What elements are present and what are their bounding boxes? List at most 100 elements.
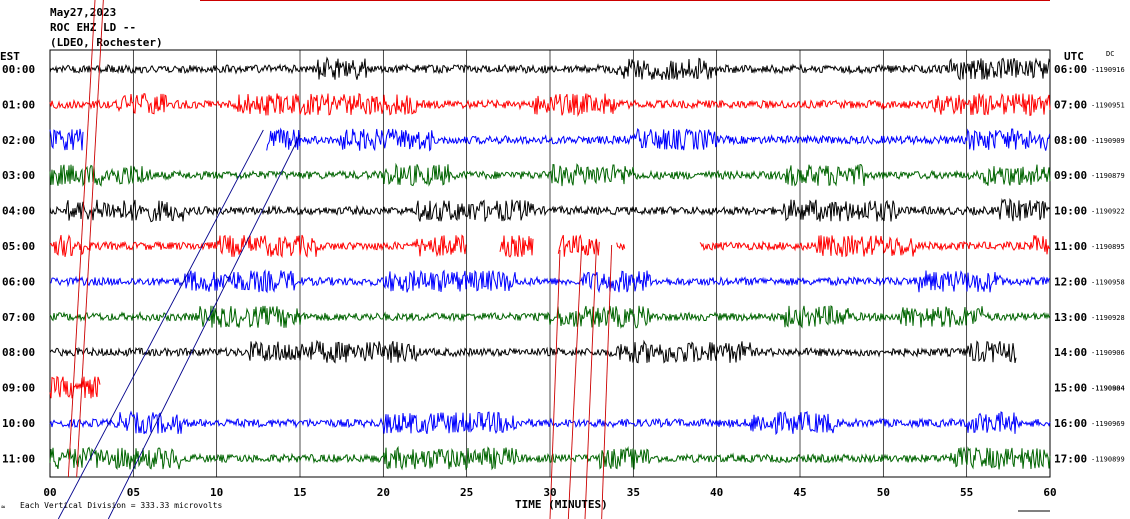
- trace-row: [49, 162, 1051, 187]
- x-tick-label: 15: [293, 486, 306, 499]
- trace-segment: [49, 197, 1051, 223]
- utc-hour-label: 14:00: [1054, 346, 1087, 359]
- x-tick-labels: 00 05 10 15 20 25 30 35 40 45 50 55 60: [43, 486, 1056, 499]
- x-tick-label: 30: [543, 486, 556, 499]
- event-mark-line: [549, 249, 561, 519]
- x-tick-label: 45: [793, 486, 806, 499]
- date-label: May27,2023: [50, 6, 116, 19]
- utc-hour-label: 06:00: [1054, 63, 1087, 76]
- trace-segment: [49, 305, 1051, 329]
- utc-hour-label: 10:00: [1054, 205, 1087, 218]
- dc-offset-label: -1190904: [1091, 385, 1125, 393]
- utc-hour-label: 15:00: [1054, 382, 1087, 395]
- trace-segment: [49, 339, 1017, 364]
- dc-offset-label: -1190906: [1091, 349, 1125, 357]
- dc-offset-label: -1190909: [1091, 137, 1125, 145]
- trace-segment: [616, 242, 626, 251]
- utc-hour-label: 08:00: [1054, 134, 1087, 147]
- est-hour-label: 05:00: [2, 240, 35, 253]
- x-tick-label: 00: [43, 486, 56, 499]
- dc-offset-label: -1190928: [1091, 314, 1125, 322]
- x-tick-label: 50: [877, 486, 890, 499]
- grid-lines: [132, 50, 968, 477]
- trace-segment: [49, 128, 84, 151]
- utc-hour-label: 17:00: [1054, 452, 1087, 465]
- network-label: (LDEO, Rochester): [50, 36, 163, 49]
- small-glyph: ≈: [1, 503, 5, 511]
- trace-segment: [557, 234, 600, 257]
- trace-segment: [699, 235, 1051, 258]
- est-hour-label: 07:00: [2, 311, 35, 324]
- trace-rows: [49, 56, 1051, 471]
- x-tick-label: 25: [460, 486, 473, 499]
- utc-hour-label: 09:00: [1054, 169, 1087, 182]
- trace-row: [49, 127, 1051, 152]
- row-labels: 00:00 06:00 -1190916 01:00 07:00 -1190951 02:0…: [2, 63, 1125, 465]
- trace-segment: [49, 445, 1051, 471]
- trace-row: [49, 197, 1051, 223]
- trace-row: [49, 305, 1051, 329]
- trace-segment: [49, 269, 1051, 294]
- left-zone-label: EST: [0, 50, 20, 63]
- est-hour-label: 00:00: [2, 63, 35, 76]
- trace-row: [49, 269, 1051, 294]
- event-mark-line: [584, 239, 598, 519]
- est-hour-label: 10:00: [2, 417, 35, 430]
- x-tick-label: 05: [127, 486, 140, 499]
- event-mark-line: [601, 244, 613, 519]
- scale-note: Each Vertical Division = 333.33 microvol…: [20, 501, 222, 510]
- est-hour-label: 11:00: [2, 452, 35, 465]
- dc-offset-label: -1190899: [1091, 455, 1125, 463]
- trace-row: [49, 234, 1051, 259]
- trace-segment: [49, 162, 1051, 187]
- slant-mark-line: [107, 134, 301, 519]
- dc-offset-label: -1190884: [1091, 385, 1125, 393]
- dc-label: DC: [1106, 50, 1114, 58]
- trace-segment: [49, 234, 467, 259]
- trace-segment: [49, 92, 1051, 117]
- dc-offset-label: -1190958: [1091, 278, 1125, 286]
- trace-segment: [49, 375, 101, 399]
- utc-hour-label: 11:00: [1054, 240, 1087, 253]
- event-mark-line: [76, 0, 104, 478]
- x-tick-label: 10: [210, 486, 223, 499]
- est-hour-label: 01:00: [2, 98, 35, 111]
- x-tick-label: 40: [710, 486, 723, 499]
- event-mark-line: [567, 244, 583, 519]
- right-zone-label: UTC: [1064, 50, 1084, 63]
- event-marks: [57, 0, 613, 519]
- trace-row: [49, 445, 1051, 471]
- trace-segment: [49, 56, 1051, 81]
- x-tick-label: 60: [1043, 486, 1056, 499]
- x-tick-label: 20: [377, 486, 390, 499]
- est-hour-label: 04:00: [2, 205, 35, 218]
- x-axis-title: TIME (MINUTES): [515, 498, 608, 511]
- slant-mark-line: [57, 129, 264, 519]
- trace-segment: [499, 235, 534, 258]
- est-hour-label: 03:00: [2, 169, 35, 182]
- est-hour-label: 08:00: [2, 346, 35, 359]
- dc-offset-label: -1190951: [1091, 101, 1125, 109]
- trace-row: [49, 56, 1051, 81]
- utc-hour-label: 16:00: [1054, 417, 1087, 430]
- dc-offset-label: -1190916: [1091, 66, 1125, 74]
- utc-hour-label: 07:00: [1054, 98, 1087, 111]
- event-mark-line: [67, 0, 96, 478]
- trace-segment: [49, 410, 1051, 436]
- dc-offset-label: -1190879: [1091, 172, 1125, 180]
- est-hour-label: 09:00: [2, 382, 35, 395]
- trace-row: [49, 92, 1051, 117]
- utc-hour-label: 13:00: [1054, 311, 1087, 324]
- x-tick-label: 35: [627, 486, 640, 499]
- utc-hour-label: 12:00: [1054, 275, 1087, 288]
- dc-offset-label: -1190969: [1091, 420, 1125, 428]
- est-hour-label: 02:00: [2, 134, 35, 147]
- trace-segment: [266, 127, 1051, 152]
- x-tick-label: 55: [960, 486, 973, 499]
- est-hour-label: 06:00: [2, 275, 35, 288]
- dc-offset-label: -1190895: [1091, 243, 1125, 251]
- trace-row: [49, 339, 1017, 364]
- trace-row: [49, 410, 1051, 436]
- trace-row: [49, 375, 101, 399]
